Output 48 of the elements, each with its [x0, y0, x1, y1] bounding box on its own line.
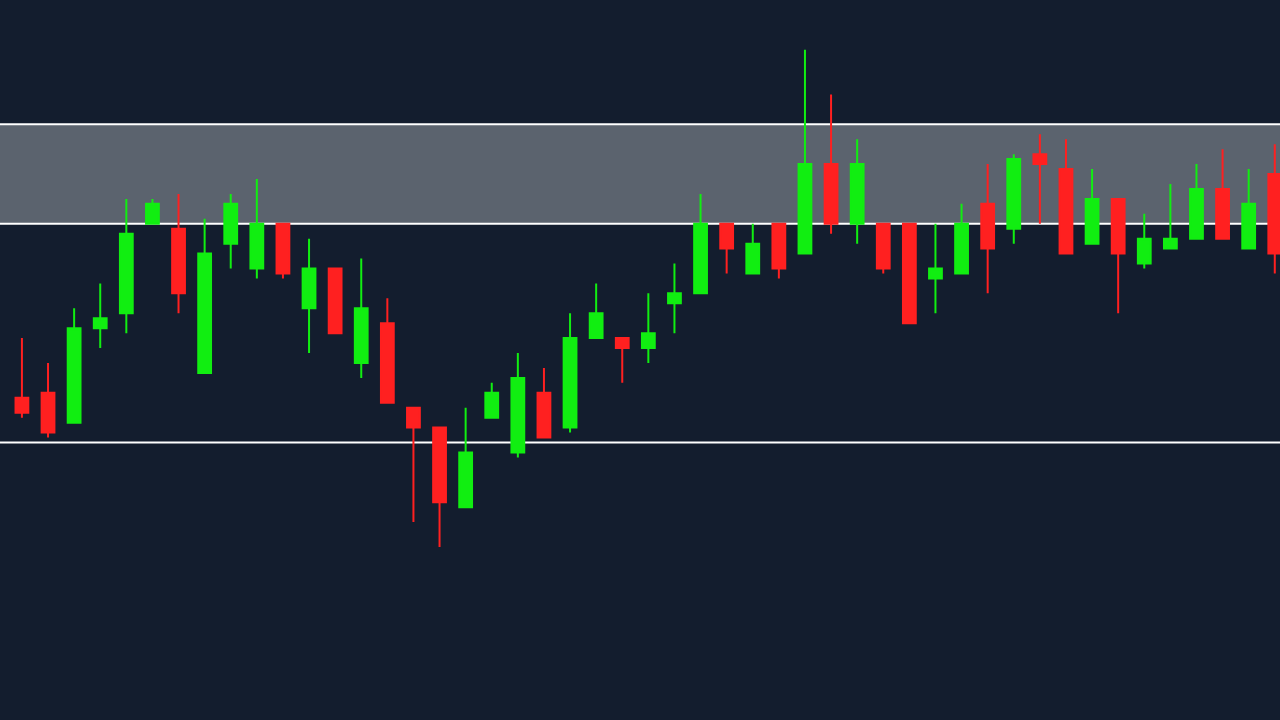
- candlestick: [92, 282, 108, 350]
- candlestick: [719, 222, 735, 275]
- candlestick: [275, 222, 291, 280]
- candlestick: [301, 237, 317, 355]
- candlestick: [118, 197, 134, 335]
- candlestick: [353, 257, 369, 379]
- candlestick: [249, 178, 265, 280]
- candlestick: [1241, 168, 1257, 250]
- candlestick: [145, 197, 160, 225]
- candlestick: [223, 192, 239, 270]
- candlestick: [40, 361, 56, 439]
- candlestick: [771, 222, 787, 280]
- candlestick: [667, 262, 682, 335]
- candlestick: [693, 192, 708, 295]
- candlestick: [640, 292, 656, 364]
- candlestick: [588, 282, 604, 340]
- candlestick: [327, 267, 343, 335]
- candlestick: [1215, 148, 1230, 240]
- candlestick: [66, 307, 82, 424]
- candlestick: [745, 222, 761, 275]
- candlestick: [901, 222, 917, 325]
- candlestick: [980, 163, 996, 295]
- candlestick: [379, 297, 395, 404]
- candlestick: [797, 48, 813, 255]
- candlestick: [928, 222, 943, 315]
- candlestick: [875, 222, 891, 275]
- candlestick: [458, 406, 474, 509]
- candlestick: [1032, 133, 1048, 225]
- candlestick: [1084, 168, 1100, 245]
- candlestick: [510, 352, 526, 459]
- candlestick: [1189, 163, 1204, 240]
- candlestick: [197, 217, 213, 374]
- candlestick: [1110, 197, 1126, 315]
- candlestick: [406, 406, 421, 524]
- candlestick: [849, 138, 865, 245]
- candlestick: [1006, 153, 1022, 245]
- candlestick: [432, 426, 447, 548]
- candlestick: [1058, 138, 1074, 255]
- candlestick: [823, 93, 839, 235]
- candlestick: [14, 337, 30, 419]
- candlestick: [1136, 212, 1152, 270]
- candlestick: [1162, 182, 1178, 250]
- candlestick: [171, 192, 186, 315]
- candlestick: [562, 312, 578, 434]
- candlestick: [954, 202, 969, 275]
- candlestick: [536, 366, 552, 439]
- candlestick: [614, 337, 630, 384]
- candlestick: [484, 381, 500, 419]
